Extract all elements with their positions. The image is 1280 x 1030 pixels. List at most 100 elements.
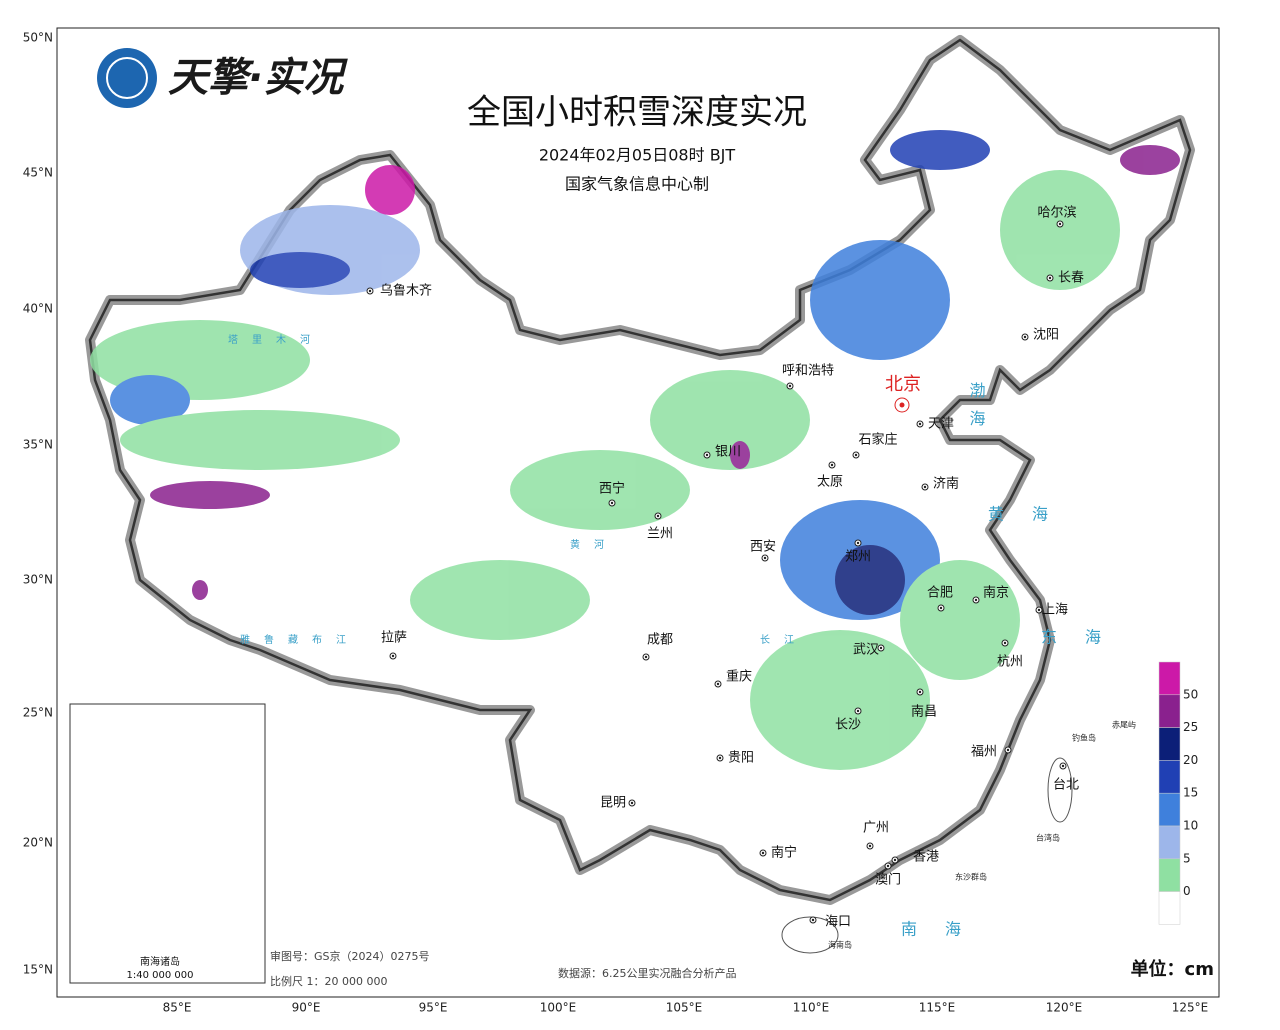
city-dot-center: [763, 556, 767, 560]
city-dot-center: [868, 844, 872, 848]
city-dot-center: [391, 654, 395, 658]
data-source: 数据源：6.25公里实况融合分析产品: [558, 966, 737, 980]
lon-label: 95°E: [419, 1001, 448, 1015]
city-label: 广州: [863, 821, 889, 836]
producer: 国家气象信息中心制: [565, 175, 709, 194]
island-label: 台湾岛: [1036, 833, 1060, 843]
sea-label: 黄海: [988, 505, 1076, 524]
lon-label: 100°E: [540, 1001, 577, 1015]
city-label: 南昌: [911, 704, 937, 720]
legend-swatch: [1158, 727, 1181, 761]
city-label: 长春: [1058, 271, 1084, 286]
sea-label: 渤海: [967, 382, 986, 438]
city-label: 西宁: [599, 481, 625, 497]
city-dot-center: [939, 606, 943, 610]
city-label: 哈尔滨: [1037, 205, 1076, 221]
capital-marker: [894, 397, 910, 413]
city-label: 南宁: [771, 845, 797, 861]
city-dot-center: [879, 646, 883, 650]
sea-label: 南海: [901, 920, 989, 939]
city-label: 香港: [913, 850, 939, 865]
river-label: 黄河: [570, 538, 618, 551]
river-label: 雅鲁藏布江: [240, 633, 360, 646]
taiwan: [1047, 757, 1073, 823]
legend-swatch: [1158, 792, 1181, 827]
lon-label: 115°E: [919, 1001, 956, 1015]
city-label: 重庆: [726, 669, 752, 685]
city-label: 呼和浩特: [782, 364, 834, 379]
inset-title: 南海诸岛: [140, 955, 180, 968]
map-review: 审图号：GS京（2024）0275号: [270, 949, 430, 963]
city-label: 银川: [715, 445, 741, 460]
city-label: 贵阳: [728, 751, 754, 766]
city-dot-center: [761, 851, 765, 855]
island-label: 钓鱼岛: [1072, 733, 1096, 743]
city-dot-center: [856, 541, 860, 545]
lat-label: 30°N: [23, 573, 53, 587]
inset-frame: [69, 703, 266, 984]
legend-label: 15: [1183, 786, 1198, 800]
river-label: 长江: [760, 634, 808, 646]
island-label: 东沙群岛: [955, 872, 987, 882]
hainan: [781, 916, 839, 954]
city-dot-center: [718, 756, 722, 760]
lon-label: 85°E: [163, 1001, 192, 1015]
city-label: 拉萨: [381, 631, 407, 646]
lon-label: 110°E: [793, 1001, 830, 1015]
city-dot-center: [644, 655, 648, 659]
inset-scale: 1:40 000 000: [127, 970, 194, 981]
legend-swatch: [1158, 694, 1181, 728]
city-dot-center: [1023, 335, 1027, 339]
city-dot-center: [918, 422, 922, 426]
logo-text: 天擎·实况: [168, 55, 348, 101]
city-dot-center: [893, 858, 897, 862]
lon-label: 120°E: [1046, 1001, 1083, 1015]
border: [88, 38, 1192, 902]
river-label: 塔里木河: [228, 333, 324, 346]
city-label: 台北: [1053, 778, 1079, 793]
city-label: 济南: [933, 476, 959, 492]
city-label: 太原: [817, 475, 843, 490]
city-label: 兰州: [647, 527, 673, 542]
city-label: 西安: [750, 540, 776, 555]
city-label: 昆明: [600, 796, 626, 811]
city-label: 长沙: [835, 718, 861, 733]
title: 全国小时积雪深度实况: [467, 93, 807, 133]
city-dot-center: [1003, 641, 1007, 645]
capital-label: 北京: [885, 374, 921, 395]
legend-label: 25: [1183, 720, 1198, 734]
city-label: 福州: [971, 745, 997, 760]
lat-label: 15°N: [23, 963, 53, 977]
legend-label: 0: [1183, 884, 1191, 898]
city-label: 澳门: [875, 872, 901, 888]
city-dot-center: [1061, 764, 1065, 768]
legend-swatch: [1158, 858, 1181, 892]
city-dot-center: [705, 453, 709, 457]
city-label: 郑州: [845, 550, 871, 565]
city-dot-center: [854, 453, 858, 457]
lat-label: 20°N: [23, 836, 53, 850]
city-dot-center: [886, 864, 890, 868]
city-dot-center: [1037, 608, 1041, 612]
city-dot-center: [630, 801, 634, 805]
legend-label: 10: [1183, 819, 1198, 833]
island-label: 海南岛: [828, 940, 852, 950]
legend-swatch: [1158, 760, 1181, 794]
city-dot-center: [368, 289, 372, 293]
city-dot-center: [974, 598, 978, 602]
city-dot-center: [1006, 748, 1010, 752]
city-label: 石家庄: [858, 432, 897, 448]
city-label: 武汉: [853, 643, 879, 658]
lon-label: 105°E: [666, 1001, 703, 1015]
city-label: 海口: [825, 915, 851, 930]
lat-label: 40°N: [23, 302, 53, 316]
legend-swatch: [1158, 661, 1181, 696]
city-dot-center: [656, 514, 660, 518]
city-label: 沈阳: [1033, 328, 1059, 343]
city-label: 成都: [647, 633, 673, 648]
map-scale: 比例尺 1：20 000 000: [270, 974, 387, 988]
city-dot-center: [716, 682, 720, 686]
city-dot-center: [811, 918, 815, 922]
